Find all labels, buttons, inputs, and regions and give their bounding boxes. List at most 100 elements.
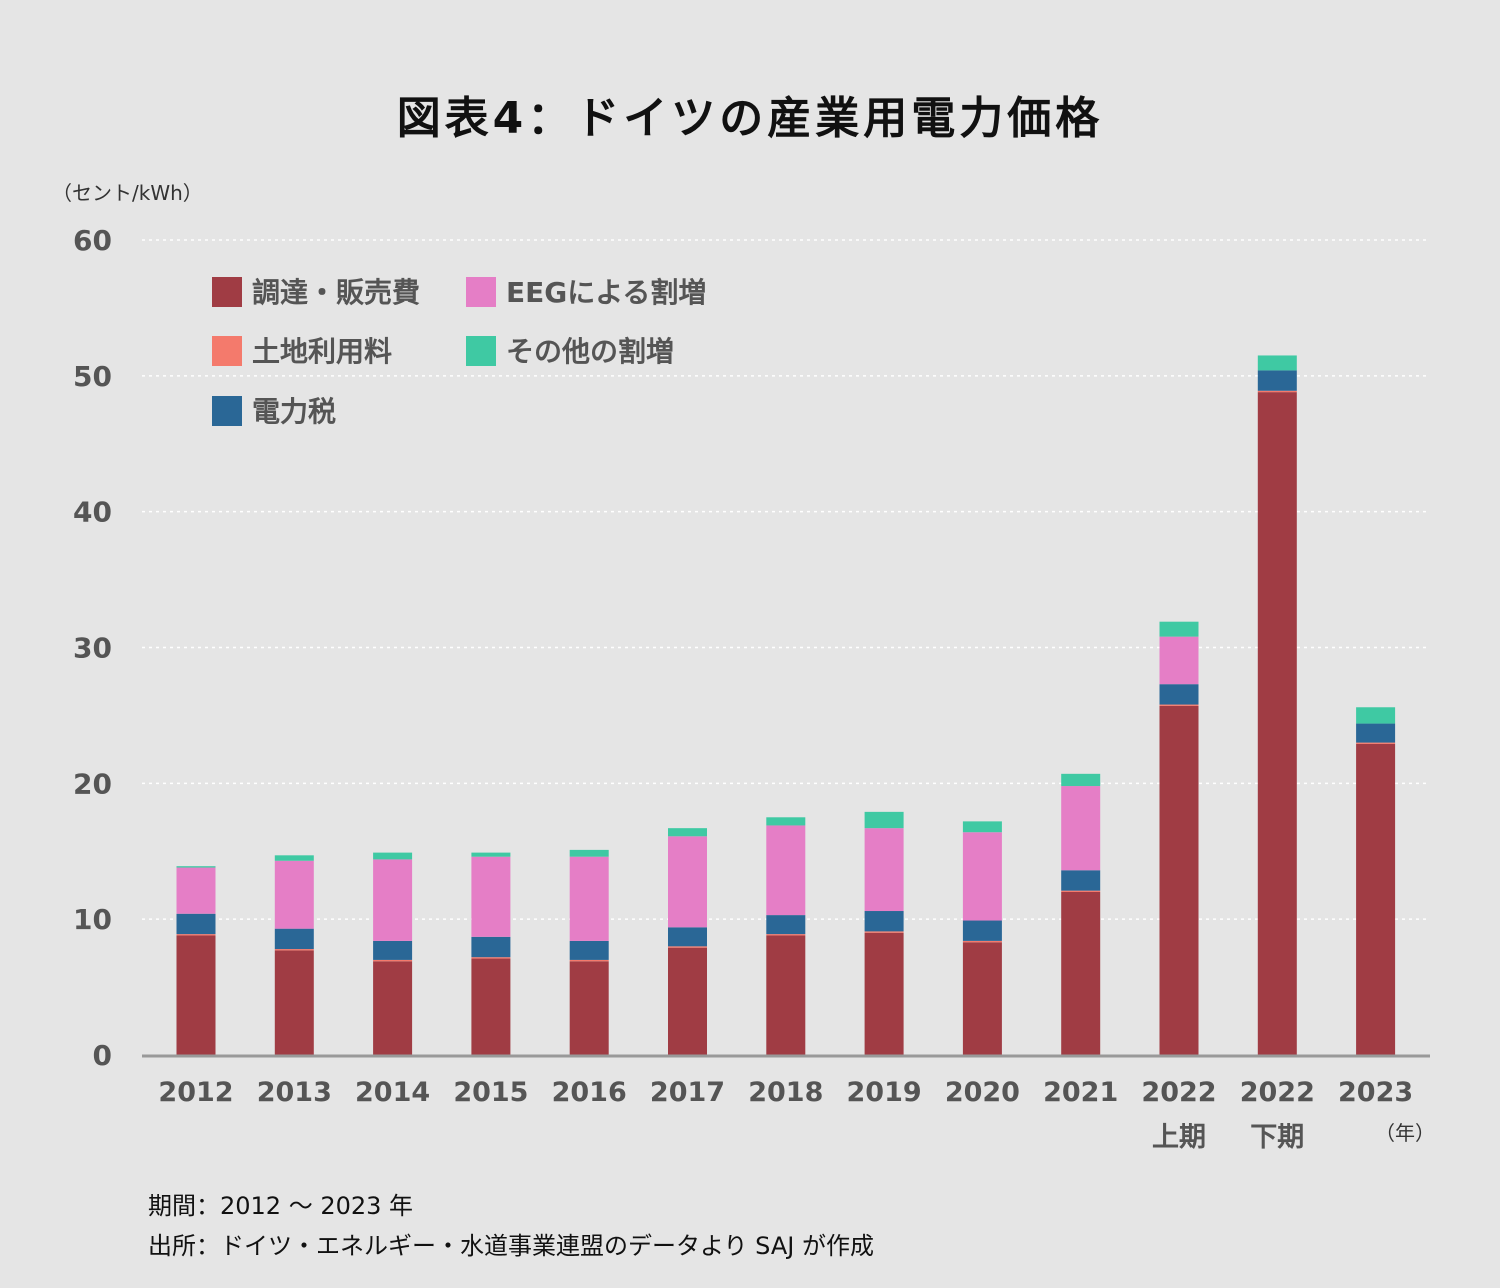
bar-segment <box>766 934 806 936</box>
legend-swatch <box>212 336 242 366</box>
chart-title: 図表4：ドイツの産業用電力価格 <box>397 93 1104 144</box>
bar-segment <box>373 859 413 941</box>
y-tick-labels: 0 10 20 30 40 50 60 <box>73 224 112 1072</box>
bar-segment <box>962 940 1002 943</box>
bar-segment <box>962 832 1002 921</box>
bar-segment <box>471 852 511 857</box>
x-tick-label: 2020 <box>945 1077 1020 1108</box>
gridlines <box>142 239 1430 920</box>
bar-segment <box>1159 636 1199 685</box>
bar-segment <box>1159 705 1199 1055</box>
bar-segment <box>668 946 707 948</box>
bar-segment <box>962 821 1002 833</box>
x-tick-sublabel: 下期 <box>1250 1122 1304 1153</box>
bar-segment <box>176 913 216 935</box>
bar-segment <box>373 940 413 960</box>
bar-segment <box>1356 742 1396 744</box>
x-tick-labels: 2012 2013 2014 2015 2016 2017 2018 2019 2020 2021… <box>158 1077 1413 1153</box>
y-tick-label: 40 <box>73 496 112 529</box>
x-axis-unit-label: （年） <box>1375 1121 1435 1145</box>
bar-segment <box>1061 892 1101 1055</box>
bar-segment <box>471 936 511 958</box>
bar-segment <box>1257 370 1297 391</box>
y-tick-label: 10 <box>73 903 112 936</box>
bar-segment <box>274 950 314 1055</box>
bar-segment <box>864 932 904 1055</box>
x-tick-label: 2017 <box>650 1077 725 1108</box>
bar-segment <box>1356 743 1396 1055</box>
x-tick-label: 2021 <box>1043 1077 1118 1108</box>
bar-segment <box>1061 786 1101 871</box>
bar-segment <box>1159 684 1199 705</box>
bar-segment <box>176 934 216 936</box>
legend-swatch <box>466 277 496 307</box>
legend-swatch <box>212 396 242 426</box>
bar-segment <box>668 927 707 947</box>
bar-segment <box>274 928 314 950</box>
y-tick-label: 30 <box>73 632 112 665</box>
bar-segment <box>766 935 806 1055</box>
bar-segment <box>1257 392 1297 1056</box>
bar-segment <box>668 947 707 1055</box>
bar-segment <box>962 920 1002 941</box>
bar-segment <box>569 961 609 1055</box>
bar-segment <box>569 849 609 857</box>
bar-segment <box>864 931 904 933</box>
bar-segment <box>1356 707 1396 724</box>
bar-segment <box>962 942 1002 1055</box>
legend-label: 電力税 <box>252 395 336 428</box>
bar-series <box>176 355 1396 1056</box>
legend-label: 土地利用料 <box>252 335 392 368</box>
bar-segment <box>1257 355 1297 371</box>
legend-label: 調達・販売費 <box>252 276 420 309</box>
legend-label: その他の割増 <box>506 335 674 368</box>
y-axis-unit-label: （セント/kWh） <box>52 181 203 205</box>
x-tick-label: 2023 <box>1338 1077 1413 1108</box>
bar-segment <box>1159 704 1199 706</box>
bar-segment <box>373 959 413 962</box>
bar-segment <box>668 828 707 837</box>
bar-segment <box>1159 621 1199 637</box>
y-tick-label: 60 <box>73 224 112 257</box>
bar-segment <box>766 915 806 935</box>
bar-segment <box>274 949 314 951</box>
bar-segment <box>373 961 413 1055</box>
bar-segment <box>176 935 216 1055</box>
x-tick-label: 2018 <box>748 1077 823 1108</box>
bar-segment <box>1257 390 1297 393</box>
bar-segment <box>864 911 904 932</box>
source-note: 出所：ドイツ・エネルギー・水道事業連盟のデータより SAJ が作成 <box>148 1232 874 1260</box>
x-tick-label: 2015 <box>453 1077 528 1108</box>
bar-segment <box>668 836 707 928</box>
bar-segment <box>1061 870 1101 891</box>
legend-swatch <box>212 277 242 307</box>
bar-segment <box>176 866 216 868</box>
bar-segment <box>471 957 511 959</box>
y-tick-label: 50 <box>73 360 112 393</box>
bar-segment <box>274 860 314 929</box>
bar-segment <box>766 825 806 916</box>
x-tick-label: 2014 <box>355 1077 430 1108</box>
x-tick-label: 2013 <box>257 1077 332 1108</box>
x-tick-label: 2019 <box>847 1077 922 1108</box>
legend-label: EEGによる割増 <box>506 276 706 309</box>
bar-segment <box>1061 773 1101 787</box>
bar-segment <box>569 940 609 960</box>
period-note: 期間：2012 ～ 2023 年 <box>148 1192 414 1220</box>
x-tick-label: 2022 <box>1240 1077 1315 1108</box>
legend-swatch <box>466 336 496 366</box>
y-tick-label: 0 <box>93 1039 112 1072</box>
bar-segment <box>766 817 806 826</box>
bar-segment <box>1061 890 1101 892</box>
bar-segment <box>569 959 609 962</box>
bar-segment <box>373 852 413 860</box>
bar-segment <box>864 828 904 912</box>
bar-segment <box>864 811 904 829</box>
y-tick-label: 20 <box>73 767 112 800</box>
x-tick-label: 2022 <box>1141 1077 1216 1108</box>
bar-segment <box>471 856 511 937</box>
x-tick-label: 2012 <box>158 1077 233 1108</box>
bar-segment <box>471 958 511 1055</box>
